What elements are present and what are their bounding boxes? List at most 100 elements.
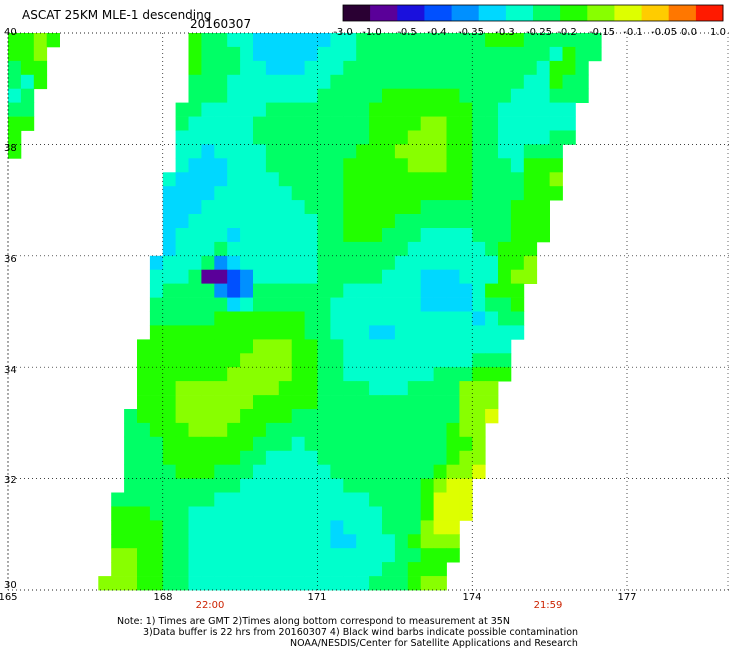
swath-cell [382, 450, 396, 466]
swath-cell [240, 255, 254, 271]
swath-cell [369, 214, 383, 229]
swath-cell [278, 186, 293, 201]
colorbar-segment [343, 5, 371, 21]
swath-cell [265, 409, 280, 424]
swath-cell [304, 422, 318, 438]
swath-cell [407, 228, 422, 243]
swath-cell [240, 46, 254, 62]
swath-cell [407, 562, 422, 577]
swath-cell [356, 478, 370, 493]
swath-cell [304, 562, 318, 577]
colorbar-segment [587, 5, 615, 21]
swath-cell [201, 88, 215, 103]
swath-cell [304, 269, 318, 284]
swath-cell [291, 353, 305, 368]
swath-cell [343, 325, 357, 340]
swath-cell [214, 534, 228, 549]
swath-cell [420, 409, 434, 424]
swath-cell [485, 381, 499, 396]
swath-cell [201, 409, 215, 424]
swath-cell [472, 186, 486, 201]
swath-cell [382, 255, 396, 271]
swath-cell [240, 367, 254, 382]
swath-cell [433, 214, 447, 229]
swath-cell [356, 116, 370, 131]
swath-cell [317, 214, 331, 229]
swath-cell [356, 186, 370, 201]
swath-cell [407, 395, 422, 410]
swath-cell [369, 144, 383, 159]
swath-cell [227, 116, 241, 131]
swath-cell [459, 214, 473, 229]
swath-cell [356, 74, 370, 90]
swath-cell [124, 478, 138, 493]
swath-cell [111, 506, 125, 521]
swath-cell [575, 33, 589, 48]
swath-cell [356, 506, 370, 521]
lon-label: 168 [153, 592, 173, 603]
swath-cell [188, 534, 202, 549]
swath-cell [149, 367, 164, 382]
swath-cell [149, 395, 164, 410]
swath-cell [265, 311, 280, 326]
swath-cell [369, 74, 383, 90]
swath-cell [382, 33, 396, 48]
swath-cell [382, 130, 396, 145]
swath-cell [446, 534, 460, 549]
swath-cell [291, 367, 305, 382]
swath-cell [356, 228, 370, 243]
swath-cell [227, 450, 241, 466]
swath-cell [420, 144, 434, 159]
swath-cell [433, 228, 447, 243]
swath-cell [137, 381, 151, 396]
swath-cell [137, 436, 151, 452]
lon-label: 171 [307, 592, 327, 603]
swath-cell [265, 269, 280, 284]
swath-cell [549, 46, 563, 62]
swath-cell [124, 464, 138, 479]
swath-cell [201, 255, 215, 271]
swath-cell [369, 200, 383, 215]
swath-cell [343, 228, 357, 243]
swath-cell [485, 88, 499, 103]
swath-cell [265, 297, 280, 312]
swath-cell [317, 576, 331, 591]
swath-cell [523, 241, 538, 257]
swath-cell [407, 381, 422, 396]
swath-cell [253, 520, 267, 535]
swath-cell [394, 46, 409, 62]
swath-cell [369, 283, 383, 298]
swath-cell [485, 367, 499, 382]
swath-cell [188, 395, 202, 410]
swath-cell [407, 241, 422, 257]
swath-cell [291, 436, 305, 452]
swath-cell [265, 548, 280, 563]
swath-cell [291, 228, 305, 243]
swath-cell [343, 381, 357, 396]
swath-cell [343, 186, 357, 201]
swath-cell [304, 144, 318, 159]
swath-cell [214, 297, 228, 312]
swath-cell [162, 367, 177, 382]
swath-cell [317, 46, 331, 62]
swath-cell [459, 283, 473, 298]
swath-cell [356, 492, 370, 507]
swath-cell [291, 478, 305, 493]
swath-cell [485, 353, 499, 368]
swath-cell [433, 241, 447, 257]
swath-cell [330, 297, 344, 312]
swath-cell [330, 269, 344, 284]
swath-cell [343, 60, 357, 76]
swath-cell [240, 116, 254, 131]
swath-cell [188, 283, 202, 298]
swath-cell [394, 228, 409, 243]
swath-cell [330, 436, 344, 452]
swath-cell [188, 200, 202, 215]
swath-cell [510, 325, 525, 340]
swath-cell [240, 311, 254, 326]
swath-cell [253, 381, 267, 396]
swath-cell [201, 395, 215, 410]
swath-cell [420, 228, 434, 243]
swath-cell [227, 311, 241, 326]
